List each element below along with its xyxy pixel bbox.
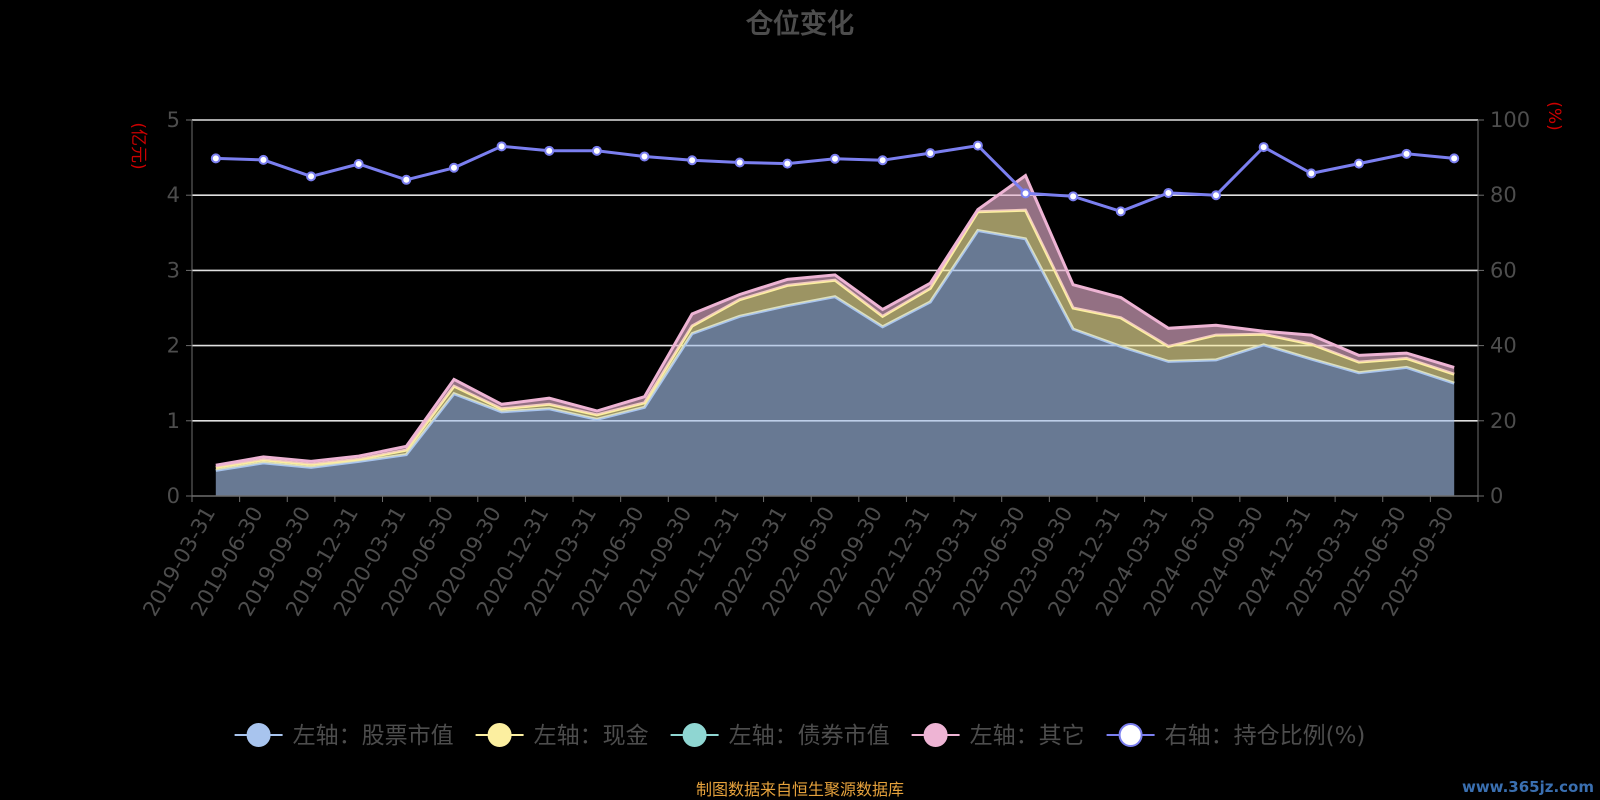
ratio-point [1449,153,1460,164]
right-axis-tick-label: 40 [1490,334,1517,358]
left-axis-tick-label: 1 [167,409,180,433]
legend-label: 左轴：现金 [534,723,649,749]
ratio-point [877,155,888,166]
ratio-point [1401,148,1412,159]
legend-item[interactable]: 右轴：持仓比例(%) [1106,723,1366,749]
ratio-point [734,157,745,168]
legend-marker-icon [923,723,948,747]
right-axis-tick-label: 0 [1490,484,1503,508]
area-line-左轴：其它 [215,173,1455,467]
ratio-point [306,171,317,182]
legend-item[interactable]: 左轴：债券市值 [670,723,890,749]
right-axis-tick-label: 60 [1490,258,1517,282]
legend[interactable]: 左轴：股票市值 左轴：现金 左轴：债券市值 左轴：其它 右轴：持仓比例(%) [234,723,1366,749]
ratio-point [972,140,983,151]
ratio-point [1163,187,1174,198]
ratio-point [353,158,364,169]
area-左轴：股票市值 [215,230,1455,496]
ratio-point [1068,191,1079,202]
right-axis-unit: (%) [1544,101,1564,130]
area-左轴：现金 [215,210,1455,471]
ratio-point [210,153,221,164]
right-axis-tick-label: 20 [1490,409,1517,433]
legend-marker-icon [682,723,707,747]
left-axis-tick-label: 4 [167,183,180,207]
ratio-point [496,141,507,152]
ratio-point [258,154,269,165]
legend-item[interactable]: 左轴：现金 [475,723,649,749]
right-axis-tick-label: 100 [1490,108,1530,132]
stacked-areas [215,173,1455,496]
ratio-point [448,162,459,173]
legend-label: 左轴：股票市值 [293,723,454,749]
ratio-point [401,174,412,185]
watermark: www.365jz.com [1461,778,1594,796]
legend-item[interactable]: 左轴：股票市值 [234,723,454,749]
source-note: 制图数据来自恒生聚源数据库 [696,780,904,799]
ratio-point [687,155,698,166]
ratio-point [1353,158,1364,169]
legend-label: 右轴：持仓比例(%) [1165,723,1366,749]
left-axis-tick-label: 3 [167,258,180,282]
legend-marker-icon [1118,723,1143,747]
holding-ratio-line [210,140,1460,217]
legend-marker-icon [246,723,271,747]
ratio-point [1020,188,1031,199]
left-axis-tick-label: 0 [167,484,180,508]
legend-item[interactable]: 左轴：其它 [911,723,1085,749]
ratio-point [639,151,650,162]
legend-label: 左轴：债券市值 [729,723,890,749]
ratio-point [1115,206,1126,217]
legend-label: 左轴：其它 [970,723,1085,749]
ratio-point [782,158,793,169]
left-axis-tick-label: 5 [167,108,180,132]
ratio-point [544,145,555,156]
ratio-point [1306,168,1317,179]
ratio-point [925,148,936,159]
left-axis-tick-label: 2 [167,334,180,358]
right-axis-tick-label: 80 [1490,183,1517,207]
ratio-point [1211,190,1222,201]
ratio-point [1258,142,1269,153]
left-axis-unit: (亿元) [128,122,148,169]
ratio-point [591,145,602,156]
chart-title: 仓位变化 [745,8,854,40]
ratio-point [830,153,840,164]
legend-marker-icon [487,723,512,747]
